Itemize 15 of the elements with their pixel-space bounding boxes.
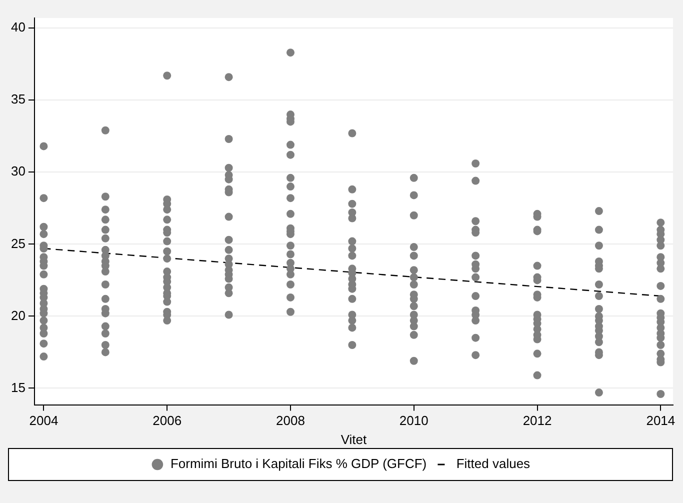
x-tick-label: 2010 <box>399 413 428 428</box>
x-axis-title: Vitet <box>340 432 368 447</box>
x-tick-label: 2006 <box>152 413 182 428</box>
x-tick-label: 2012 <box>522 413 552 428</box>
x-tick-label: 2008 <box>276 413 305 428</box>
x-tick-label: 2004 <box>29 413 58 428</box>
y-tick-label: 15 <box>10 380 26 395</box>
x-tick-label: 2014 <box>646 413 676 428</box>
legend-label: Formimi Bruto i Kapitali Fiks % GDP (GFCF) <box>170 456 427 472</box>
y-tick-label: 40 <box>10 20 26 35</box>
y-tick-label: 35 <box>10 92 26 107</box>
y-tick-label: 25 <box>10 236 26 251</box>
legend-label: Fitted values <box>456 456 531 472</box>
y-tick-label: 20 <box>10 308 26 323</box>
y-tick-label: 30 <box>10 164 26 179</box>
